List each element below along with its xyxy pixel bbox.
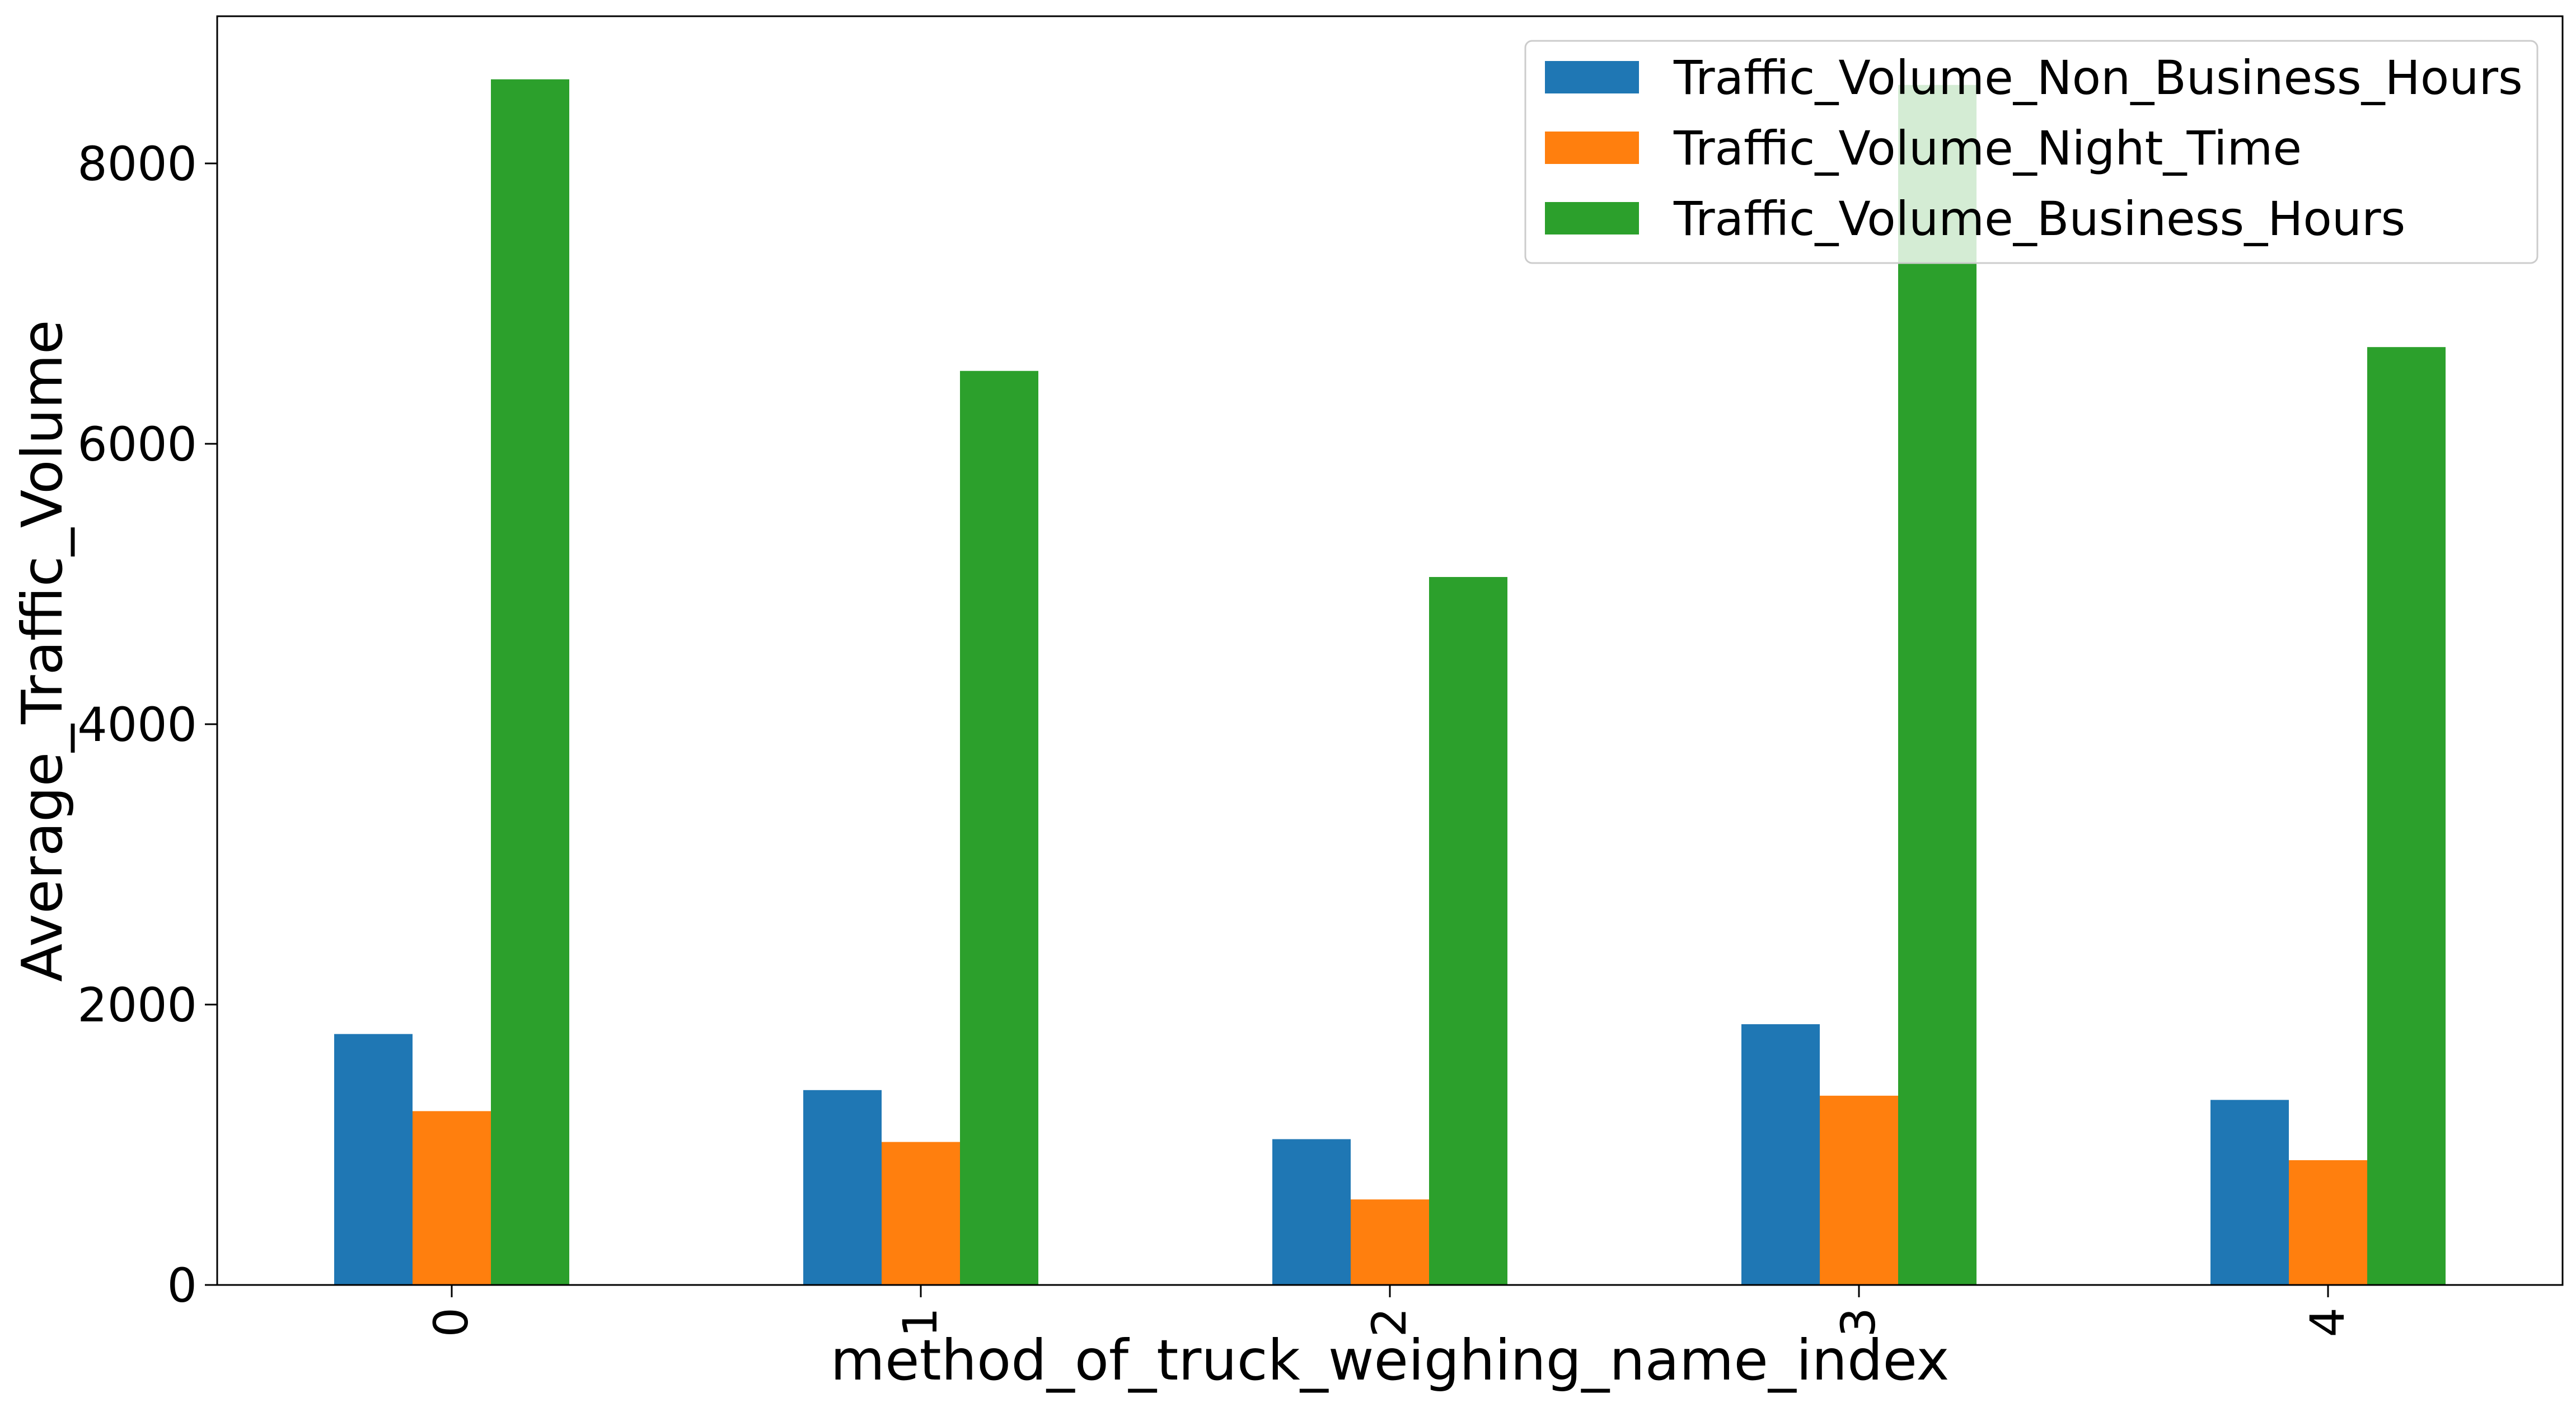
x-tick-label: 4 <box>2300 1307 2355 1337</box>
legend: Traffic_Volume_Non_Business_Hours Traffic… <box>1524 40 2538 264</box>
x-tick-label: 3 <box>1831 1307 1886 1337</box>
bar <box>882 1142 960 1285</box>
y-tick-label: 0 <box>167 1258 197 1313</box>
x-axis-label: method_of_truck_weighing_name_index <box>831 1327 1950 1393</box>
y-axis: 0 2000 4000 6000 8000 <box>77 137 217 1313</box>
y-tick-label: 2000 <box>77 978 197 1033</box>
x-tick-label: 1 <box>893 1307 948 1337</box>
bar <box>960 370 1038 1285</box>
y-axis-label: Average_Traffic_Volume <box>10 320 75 982</box>
legend-label: Traffic_Volume_Business_Hours <box>1673 191 2405 246</box>
x-tick-label: 0 <box>424 1307 479 1337</box>
bar <box>2289 1160 2367 1285</box>
x-axis: 0 1 2 3 4 <box>424 1285 2355 1337</box>
bar <box>413 1111 491 1285</box>
legend-label: Traffic_Volume_Non_Business_Hours <box>1673 50 2523 105</box>
y-tick-label: 8000 <box>77 137 197 191</box>
bar <box>1272 1139 1351 1285</box>
bar <box>1898 85 1977 1285</box>
bar <box>1741 1024 1820 1285</box>
bar <box>2210 1100 2289 1285</box>
bars-layer <box>334 79 2446 1286</box>
legend-label: Traffic_Volume_Night_Time <box>1673 121 2302 176</box>
bar <box>1429 576 1507 1285</box>
x-tick-label: 2 <box>1362 1307 1417 1337</box>
y-tick-label: 6000 <box>77 417 197 472</box>
plot-frame <box>216 15 2564 1286</box>
legend-swatch <box>1545 202 1639 234</box>
y-tick-label: 4000 <box>77 697 197 752</box>
legend-box <box>1524 40 2538 264</box>
bar <box>334 1034 413 1285</box>
legend-swatch <box>1545 61 1639 93</box>
bar <box>803 1090 882 1285</box>
bar <box>1820 1095 1898 1285</box>
bar <box>491 79 569 1286</box>
legend-swatch <box>1545 132 1639 164</box>
bar <box>2367 347 2446 1285</box>
bar <box>1351 1199 1429 1285</box>
